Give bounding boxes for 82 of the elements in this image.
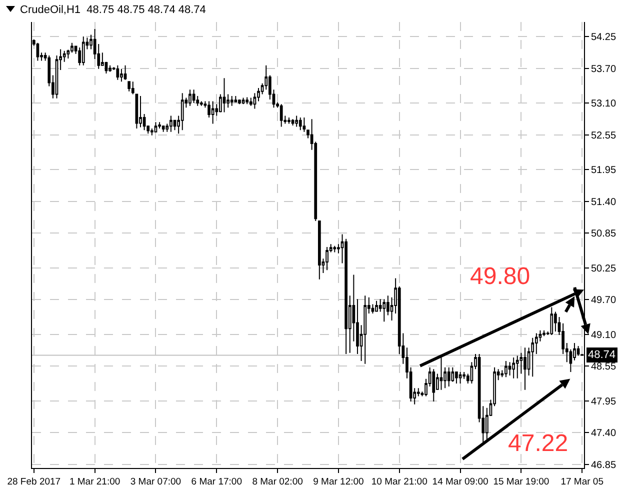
candlestick xyxy=(162,125,165,132)
candlestick xyxy=(504,360,508,378)
candlestick xyxy=(230,96,234,106)
x-tick-label: 8 Mar 02:00 xyxy=(252,476,303,488)
x-tick-label: 6 Mar 17:00 xyxy=(191,476,242,488)
candlestick xyxy=(318,220,321,280)
y-tick-label: 51.40 xyxy=(591,196,616,208)
y-tick-label: 49.10 xyxy=(591,330,616,341)
candlestick xyxy=(36,42,40,62)
candlestick xyxy=(222,78,226,113)
candlestick xyxy=(288,116,290,124)
candlestick xyxy=(326,246,328,271)
y-tick-label: 46.85 xyxy=(591,460,616,472)
candlestick xyxy=(120,68,123,82)
x-tick-label: 14 Mar 09:00 xyxy=(432,476,488,488)
x-tick-label: 17 Mar 05 xyxy=(560,476,604,488)
y-tick-label: 53.70 xyxy=(591,64,616,75)
candlestick xyxy=(458,371,462,384)
candlestick xyxy=(512,357,516,379)
y-tick-label: 51.95 xyxy=(591,165,616,176)
y-tick-label: 52.55 xyxy=(591,130,616,142)
y-tick-label: 48.55 xyxy=(591,362,616,373)
x-tick-label: 15 Mar 19:00 xyxy=(493,476,550,488)
candlestick xyxy=(295,115,298,128)
candlestick xyxy=(238,99,241,105)
candlestick xyxy=(554,311,557,332)
candlestick xyxy=(455,371,458,384)
candlestick xyxy=(173,120,176,131)
candlestick xyxy=(246,96,249,105)
candlestick xyxy=(158,122,161,129)
candlestick xyxy=(124,64,127,80)
candlestick xyxy=(280,104,283,128)
candlestick xyxy=(382,298,386,322)
x-tick-label: 3 Mar 07:00 xyxy=(130,476,182,488)
candlestick xyxy=(192,89,196,104)
candlestick xyxy=(550,306,554,336)
annotation: 49.80 xyxy=(470,263,530,290)
candlestick xyxy=(375,300,378,312)
candlestick xyxy=(531,337,534,378)
candlestick xyxy=(447,366,450,387)
candlestick xyxy=(116,64,120,80)
candlestick xyxy=(291,118,294,126)
candlestick xyxy=(516,355,519,379)
candlestick xyxy=(170,115,172,132)
y-tick-label: 53.10 xyxy=(591,98,616,110)
y-tick-label: 49.70 xyxy=(591,295,616,306)
candlestick xyxy=(440,357,443,390)
candlestick xyxy=(249,97,252,106)
candlestick xyxy=(302,116,306,132)
candlestick xyxy=(364,295,367,364)
y-tick-label: 54.25 xyxy=(591,32,616,43)
candlestick xyxy=(211,100,214,124)
candlestick xyxy=(180,92,184,131)
candlestick xyxy=(242,97,245,105)
x-tick-label: 1 Mar 21:00 xyxy=(69,476,120,488)
candlestick xyxy=(131,81,134,95)
candlestick xyxy=(576,345,580,356)
candlestick xyxy=(524,347,526,390)
x-tick-label: 28 Feb 2017 xyxy=(7,476,61,488)
x-tick-label: 9 Mar 12:00 xyxy=(313,476,364,488)
candlestick xyxy=(333,245,336,253)
candlestick xyxy=(234,96,238,103)
candlestick xyxy=(188,89,192,106)
candlestick xyxy=(128,81,131,92)
y-tick-label: 50.85 xyxy=(591,228,616,240)
x-tick-label: 10 Mar 21:00 xyxy=(371,476,428,488)
y-tick-label: 50.25 xyxy=(591,263,616,274)
chart-title: CrudeOil,H1 48.75 48.75 48.74 48.74 xyxy=(20,4,206,16)
candlestick xyxy=(298,116,302,131)
y-tick-label: 47.40 xyxy=(591,428,616,440)
ref-line-label: 48.74 xyxy=(588,349,616,361)
candlestick xyxy=(344,238,348,355)
candlestick xyxy=(462,371,466,380)
candlestick xyxy=(108,64,112,72)
candlestick xyxy=(154,122,158,132)
candlestick xyxy=(82,36,85,66)
candlestick xyxy=(139,96,142,128)
candlestick xyxy=(432,368,436,402)
candlestick xyxy=(451,366,454,382)
annotation: 47.22 xyxy=(508,430,568,457)
candlestick xyxy=(508,362,512,376)
y-tick-label: 47.95 xyxy=(591,396,616,408)
